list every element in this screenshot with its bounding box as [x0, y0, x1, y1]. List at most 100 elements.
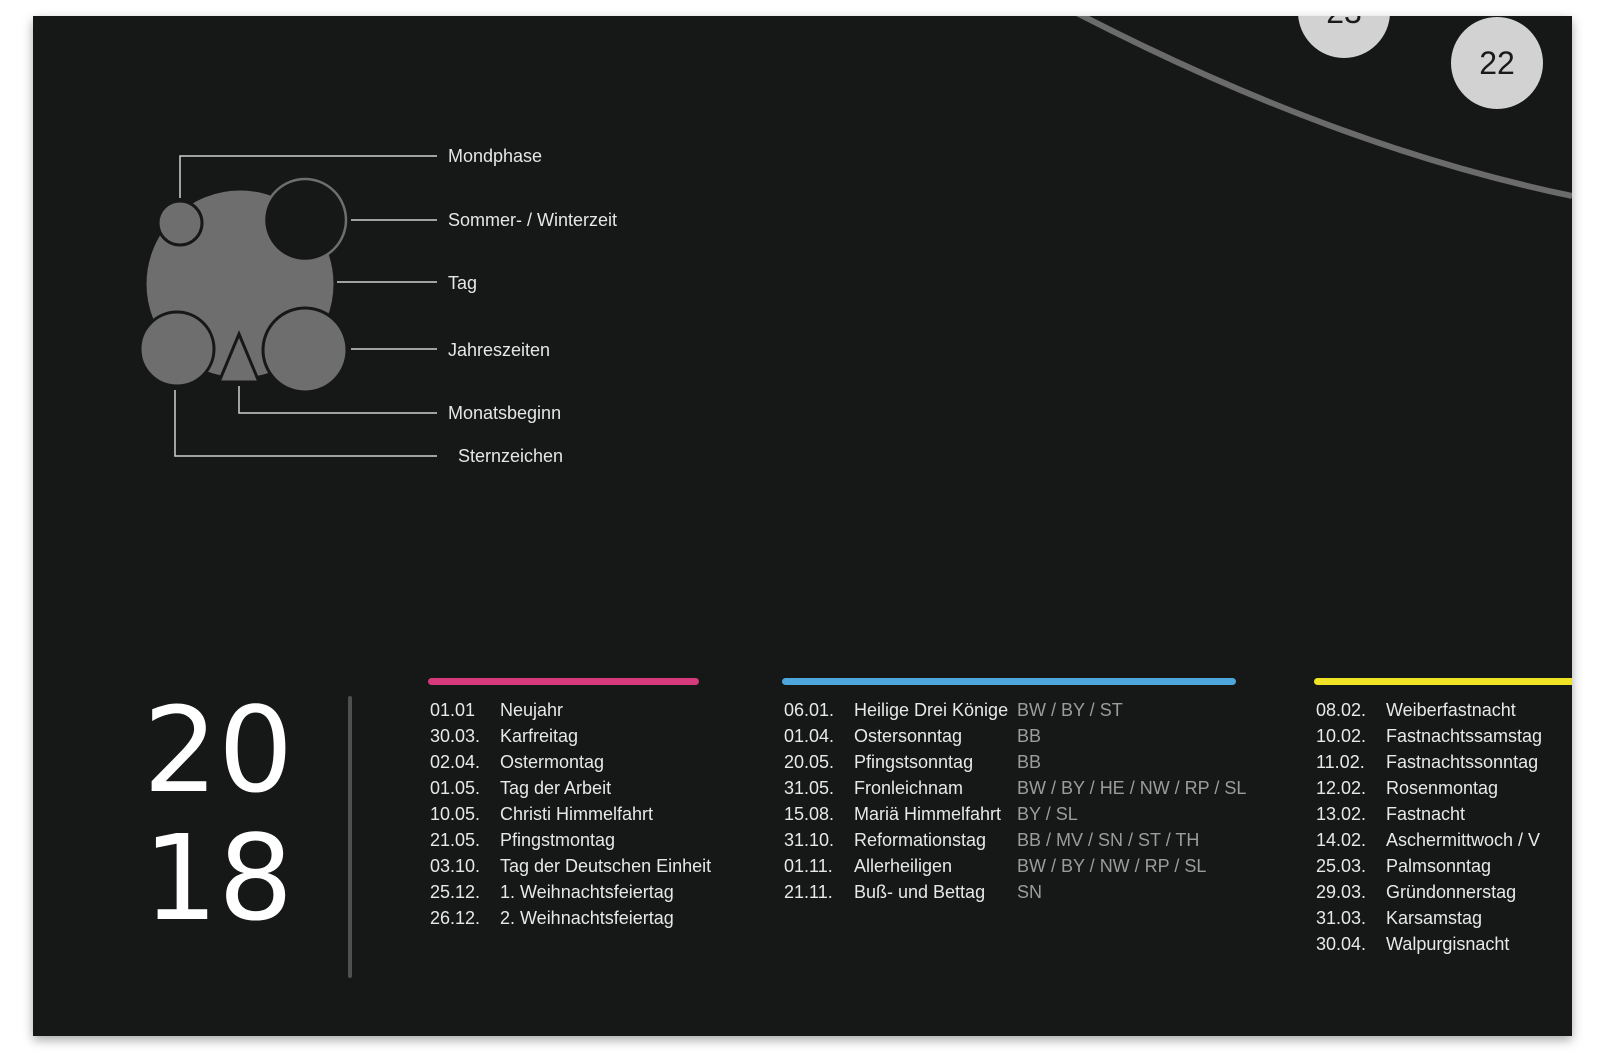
legend-day: Tag — [448, 273, 478, 293]
holiday-name: Fastnachtssonntag — [1386, 752, 1539, 772]
year-display: 20 18 — [143, 681, 294, 947]
leader-zodiac — [174, 390, 437, 457]
holiday-name: Fronleichnam — [854, 778, 964, 798]
holiday-name: Buß- und Bettag — [854, 882, 986, 902]
holiday-date: 13.02. — [1316, 804, 1367, 824]
legend-moon-phase: Mondphase — [448, 146, 543, 166]
national-holidays-bar — [428, 678, 699, 685]
holiday-region: BW / BY / HE / NW / RP / SL — [1017, 778, 1247, 798]
holiday-date: 15.08. — [784, 804, 835, 824]
year-divider — [348, 696, 352, 978]
list-item: 31.10. Reformationstag BB / MV / SN / ST /… — [784, 827, 1264, 853]
holiday-name: Fastnacht — [1386, 804, 1466, 824]
holiday-date: 20.05. — [784, 752, 835, 772]
leader-month-start — [238, 386, 437, 414]
list-item: 14.02. Aschermittwoch / V — [1316, 827, 1572, 853]
holiday-date: 31.10. — [784, 830, 835, 850]
list-item: 30.03. Karfreitag — [430, 723, 760, 749]
holiday-region: SN — [1017, 882, 1043, 902]
list-item: 03.10. Tag der Deutschen Einheit — [430, 853, 760, 879]
holiday-name: Ostermontag — [500, 752, 605, 772]
holiday-name: 1. Weihnachtsfeiertag — [500, 882, 674, 902]
holiday-name: Karsamstag — [1386, 908, 1483, 928]
day-badge-label: 22 — [1479, 44, 1515, 81]
list-item: 01.05. Tag der Arbeit — [430, 775, 760, 801]
list-item: 12.02. Rosenmontag — [1316, 775, 1572, 801]
holiday-date: 10.02. — [1316, 726, 1367, 746]
list-item: 21.11. Buß- und Bettag SN — [784, 879, 1264, 905]
holiday-region: BB / MV / SN / ST / TH — [1017, 830, 1200, 850]
year-line-2: 18 — [143, 809, 294, 947]
list-item: 08.02. Weiberfastnacht — [1316, 697, 1572, 723]
moon-phase-circle — [156, 199, 204, 247]
holiday-name: Fastnachtssamstag — [1386, 726, 1543, 746]
list-item: 06.01. Heilige Drei Könige BW / BY / ST — [784, 697, 1264, 723]
list-item: 30.04. Walpurgisnacht — [1316, 931, 1572, 957]
holiday-date: 29.03. — [1316, 882, 1367, 902]
holiday-name: Aschermittwoch / V — [1386, 830, 1541, 850]
holiday-region: BY / SL — [1017, 804, 1078, 824]
list-item: 25.12. 1. Weihnachtsfeiertag — [430, 879, 760, 905]
list-item: 26.12. 2. Weihnachtsfeiertag — [430, 905, 760, 931]
regional-holidays-list: 06.01. Heilige Drei Könige BW / BY / ST 01.… — [784, 697, 1264, 905]
holiday-name: Pfingstmontag — [500, 830, 616, 850]
season-circle-left — [138, 310, 216, 388]
list-item: 15.08. Mariä Himmelfahrt BY / SL — [784, 801, 1264, 827]
holiday-name: Weiberfastnacht — [1386, 700, 1516, 720]
calendar-page: 23 22 Mondphase Sommer- / Winterzeit Tag… — [33, 16, 1572, 1036]
list-item: 02.04. Ostermontag — [430, 749, 760, 775]
month-arc — [1076, 16, 1572, 199]
holiday-date: 25.12. — [430, 882, 481, 902]
observances-list: 08.02. Weiberfastnacht 10.02. Fastnachtssam… — [1316, 697, 1572, 957]
holiday-date: 02.04. — [430, 752, 481, 772]
holiday-name: Allerheiligen — [854, 856, 953, 876]
legend-seasons: Jahreszeiten — [448, 340, 551, 360]
legend-month-start: Monatsbeginn — [448, 403, 562, 423]
list-item: 31.05. Fronleichnam BW / BY / HE / NW / RP… — [784, 775, 1264, 801]
leader-moon-phase — [179, 155, 437, 198]
list-item: 01.11. Allerheiligen BW / BY / NW / RP / S… — [784, 853, 1264, 879]
holiday-date: 01.04. — [784, 726, 835, 746]
holiday-date: 25.03. — [1316, 856, 1367, 876]
holiday-date: 14.02. — [1316, 830, 1367, 850]
list-item: 25.03. Palmsonntag — [1316, 853, 1572, 879]
year-line-1: 20 — [143, 681, 294, 819]
national-holidays-list: 01.01 Neujahr 30.03. Karfreitag 02.04. Osterm… — [430, 697, 760, 931]
holiday-date: 01.11. — [784, 856, 833, 876]
holiday-date: 31.05. — [784, 778, 835, 798]
holiday-name: Heilige Drei Könige — [854, 700, 1009, 720]
holiday-name: Pfingstsonntag — [854, 752, 974, 772]
month-start-triangle — [216, 330, 262, 384]
holiday-region: BB — [1017, 752, 1042, 772]
season-circle-right — [261, 306, 349, 394]
holiday-date: 30.03. — [430, 726, 481, 746]
holiday-name: Karfreitag — [500, 726, 579, 746]
holiday-region: BB — [1017, 726, 1042, 746]
list-item: 31.03. Karsamstag — [1316, 905, 1572, 931]
day-badge-partial-label: 23 — [1326, 16, 1362, 31]
holiday-date: 10.05. — [430, 804, 481, 824]
holiday-date: 03.10. — [430, 856, 481, 876]
holiday-date: 30.04. — [1316, 934, 1367, 954]
holiday-name: 2. Weihnachtsfeiertag — [500, 908, 674, 928]
holiday-date: 01.05. — [430, 778, 481, 798]
holiday-name: Gründonnerstag — [1386, 882, 1517, 902]
holiday-name: Mariä Himmelfahrt — [854, 804, 1002, 824]
list-item: 11.02. Fastnachtssonntag — [1316, 749, 1572, 775]
list-item: 01.04. Ostersonntag BB — [784, 723, 1264, 749]
holiday-date: 06.01. — [784, 700, 835, 720]
holiday-name: Christi Himmelfahrt — [500, 804, 654, 824]
holiday-date: 21.05. — [430, 830, 481, 850]
holiday-region: BW / BY / ST — [1017, 700, 1123, 720]
holiday-date: 21.11. — [784, 882, 833, 902]
holiday-date: 01.01 — [430, 700, 476, 720]
list-item: 01.01 Neujahr — [430, 697, 760, 723]
holiday-name: Reformationstag — [854, 830, 987, 850]
regional-holidays-bar — [782, 678, 1236, 685]
holiday-date: 26.12. — [430, 908, 481, 928]
holiday-date: 31.03. — [1316, 908, 1367, 928]
holiday-date: 12.02. — [1316, 778, 1367, 798]
list-item: 13.02. Fastnacht — [1316, 801, 1572, 827]
holiday-name: Ostersonntag — [854, 726, 963, 746]
list-item: 21.05. Pfingstmontag — [430, 827, 760, 853]
